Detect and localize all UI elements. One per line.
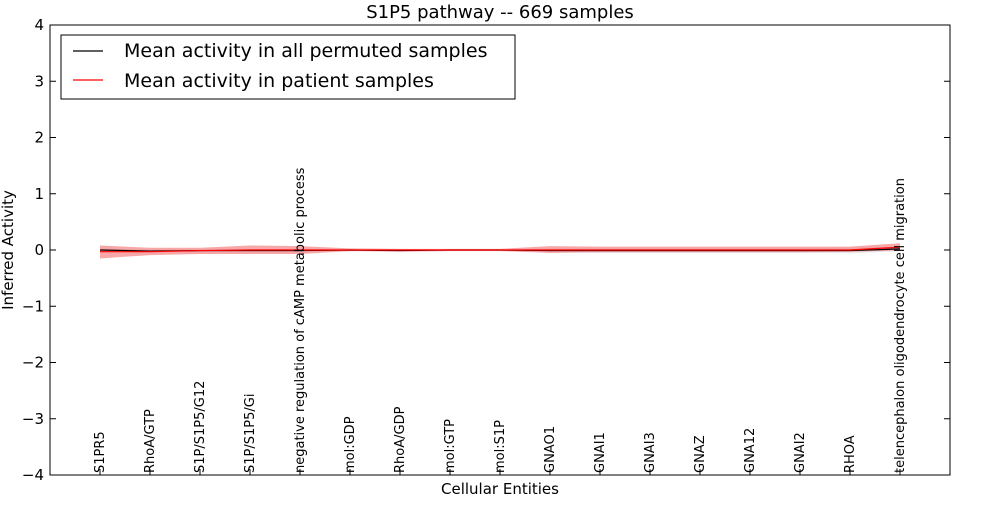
x-category-label: GNAI2 (793, 432, 808, 473)
legend-box (60, 34, 516, 100)
x-category-label: mol:GDP (343, 416, 358, 473)
x-category-label: GNA12 (743, 428, 758, 473)
x-category-label: RHOA (843, 435, 858, 473)
y-tick-label: 1 (34, 185, 44, 203)
y-tick-label: 3 (34, 72, 44, 90)
legend: Mean activity in all permuted samples Me… (60, 34, 516, 100)
x-category-label: S1P/S1P5/G12 (193, 381, 208, 473)
x-category-label: mol:GTP (443, 419, 458, 473)
y-tick-label: −1 (22, 297, 44, 315)
x-axis-label: Cellular Entities (441, 480, 559, 498)
band-series-1 (100, 243, 900, 259)
x-category-label: mol:S1P (493, 420, 508, 473)
series-lines (99, 246, 901, 253)
y-tick-label: 2 (34, 129, 44, 147)
y-tick-label: −4 (22, 466, 44, 484)
x-axis-category-labels: S1PR5 RhoA/GTP S1P/S1P5/G12 S1P/S1P5/Gi nega… (93, 167, 908, 475)
line-series-1 (100, 246, 901, 253)
chart-title: S1P5 pathway -- 669 samples (366, 2, 634, 23)
x-category-label: GNAI3 (643, 432, 658, 473)
y-axis-label: Inferred Activity (0, 190, 17, 310)
x-category-label: GNAO1 (543, 426, 558, 473)
x-category-label: negative regulation of cAMP metabolic pr… (293, 167, 308, 473)
x-category-label: RhoA/GDP (393, 406, 408, 473)
legend-label-permuted: Mean activity in all permuted samples (124, 40, 487, 62)
x-category-label: RhoA/GTP (143, 409, 158, 473)
x-category-label: GNAI1 (593, 432, 608, 473)
y-tick-label: −2 (22, 354, 44, 372)
x-category-label: S1P/S1P5/Gi (243, 394, 258, 473)
x-category-label: S1PR5 (93, 431, 108, 473)
y-tick-label: 0 (34, 241, 44, 259)
y-tick-label: 4 (34, 16, 44, 34)
legend-label-patient: Mean activity in patient samples (124, 70, 434, 92)
x-category-label: GNAZ (693, 435, 708, 473)
y-tick-label: −3 (22, 410, 44, 428)
y-axis-ticks: 4 3 2 1 0 −1 −2 −3 −4 (22, 16, 950, 484)
x-category-label: telencephalon oligodendrocyte cell migra… (893, 178, 908, 473)
